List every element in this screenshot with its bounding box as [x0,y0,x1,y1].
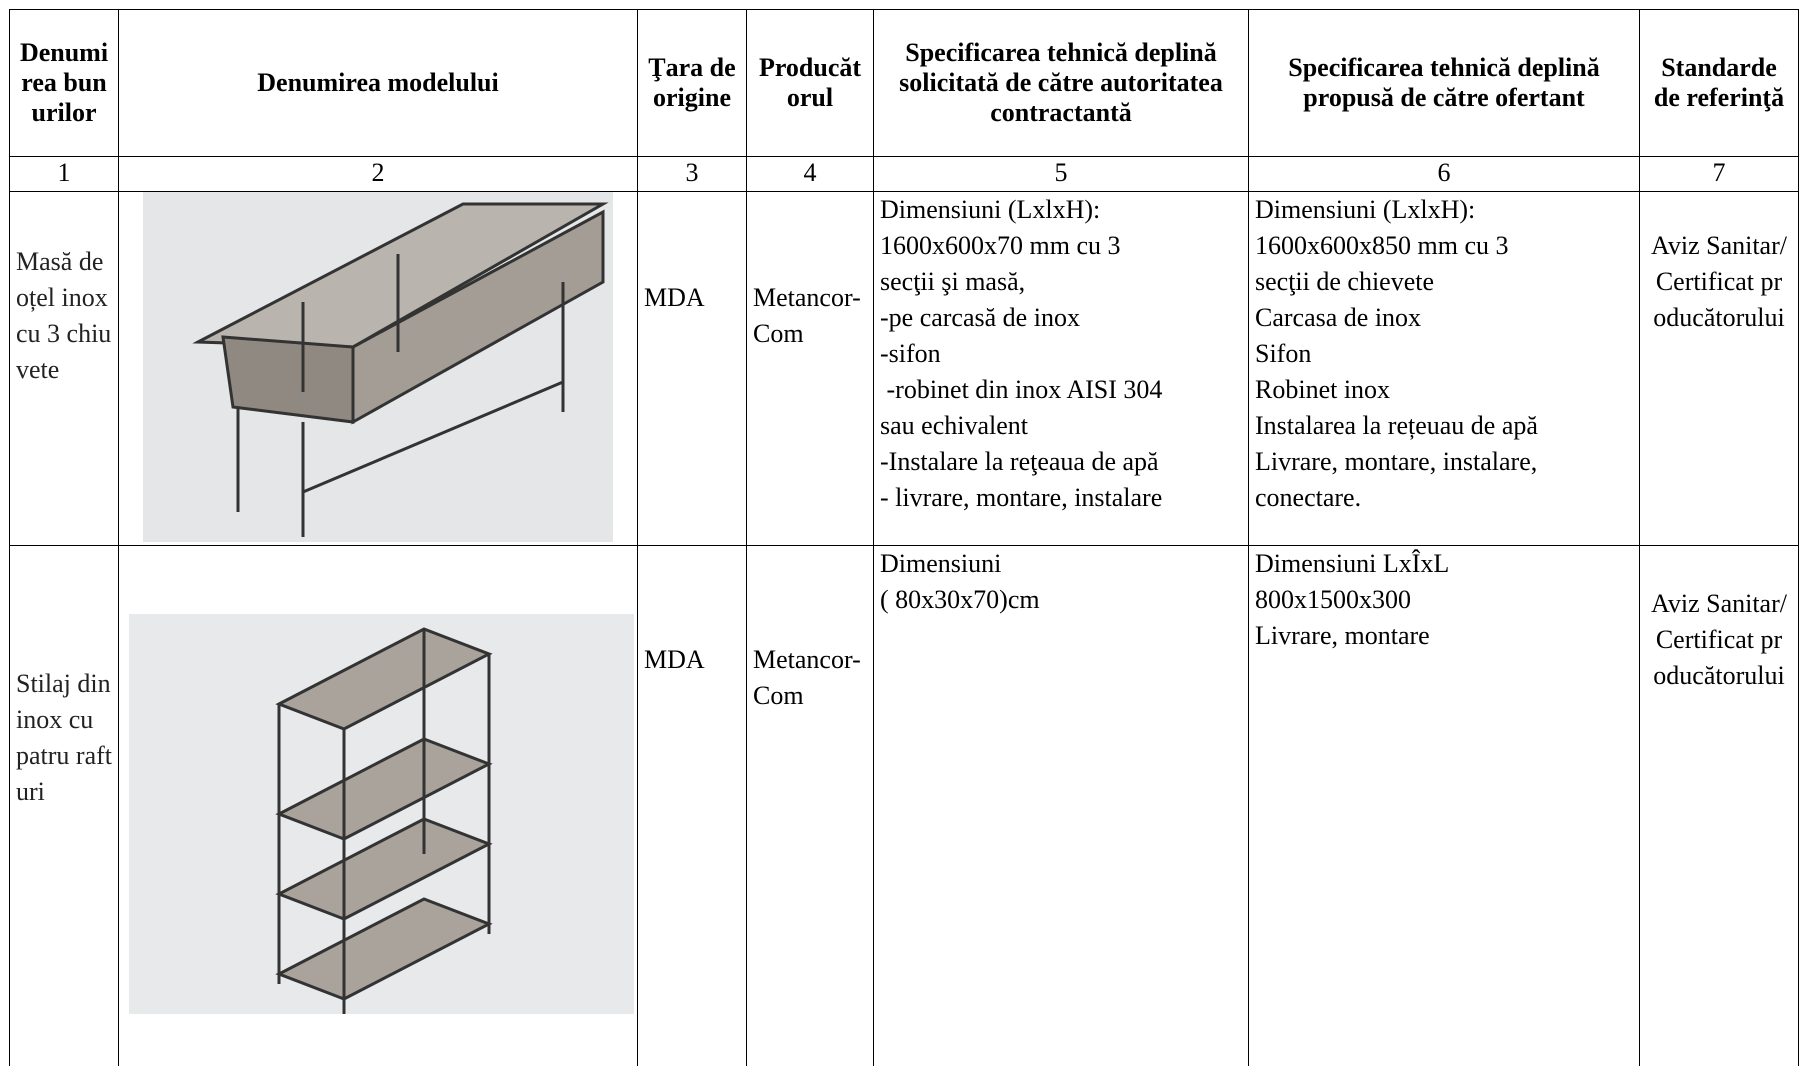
spec-line: secţii şi masă, [880,267,1026,296]
sink-image [143,192,613,542]
row: Masă de oțel inox cu 3 chiuvete MDA Meta… [9,191,1799,546]
spec-line: conectare. [1255,483,1362,512]
header-cell: Producătorul [746,9,874,157]
spec-line: - livrare, montare, instalare [880,483,1163,512]
number-row: 1 2 3 4 5 6 7 [9,156,1799,192]
number-cell: 6 [1248,156,1640,192]
header-cell: Denumirea bunurilor [9,9,119,157]
spec-line: 800x1500x300 [1255,585,1411,614]
number-cell: 3 [637,156,747,192]
spec-line: Robinet inox [1255,375,1391,404]
origin-cell: MDA [637,545,747,1066]
spec-line: ( 80x30x70)cm [880,585,1040,614]
shelf-image [129,614,634,1014]
spec-line: 1600x600x850 mm cu 3 [1255,231,1509,260]
header-cell: Specificarea tehnică deplină solicitată … [873,9,1249,157]
header-cell: Specificarea tehnică deplină propusă de … [1248,9,1640,157]
spec-line: sau echivalent [880,411,1028,440]
spec-line: Dimensiuni [880,549,1002,578]
standard-cell: Aviz Sanitar/ Certificat producătorului [1639,545,1799,1066]
header-row: Denumirea bunurilor Denumirea modelului … [9,9,1799,157]
number-cell: 2 [118,156,638,192]
number-cell: 4 [746,156,874,192]
spec-line: -sifon [880,339,941,368]
number-cell: 7 [1639,156,1799,192]
requested-cell: Dimensiuni (LxlxH): 1600x600x70 mm cu 3 se… [873,191,1249,546]
spec-line: -robinet din inox AISI 304 [880,375,1163,404]
spec-line: Dimensiuni LxÎxL [1255,549,1450,578]
spec-line: -Instalare la reţeaua de apă [880,447,1159,476]
requested-cell: Dimensiuni ( 80x30x70)cm [873,545,1249,1066]
origin-cell: MDA [637,191,747,546]
spec-line: Livrare, montare [1255,621,1430,650]
header-cell: Ţara de origine [637,9,747,157]
spec-line: Instalarea la rețeuau de apă [1255,411,1538,440]
header-cell: Standarde de referinţă [1639,9,1799,157]
spec-line: Sifon [1255,339,1312,368]
spec-line: -pe carcasă de inox [880,303,1080,332]
producer-cell: Metancor-Com [746,545,874,1066]
spec-line: secţii de chievete [1255,267,1435,296]
image-cell [118,545,638,1066]
number-cell: 1 [9,156,119,192]
image-cell [118,191,638,546]
spec-line: Dimensiuni (LxlxH): [1255,195,1476,224]
producer-cell: Metancor-Com [746,191,874,546]
spec-line: 1600x600x70 mm cu 3 [880,231,1121,260]
offered-cell: Dimensiuni LxÎxL 800x1500x300 Livrare, mon… [1248,545,1640,1066]
number-cell: 5 [873,156,1249,192]
name-cell: Masă de oțel inox cu 3 chiuvete [9,191,119,546]
row: Stilaj din inox cu patru rafturi MDA Met… [9,545,1799,1066]
spec-line: Carcasa de inox [1255,303,1422,332]
standard-cell: Aviz Sanitar/ Certificat producătorului [1639,191,1799,546]
name-cell: Stilaj din inox cu patru rafturi [9,545,119,1066]
header-cell: Denumirea modelului [118,9,638,157]
offered-cell: Dimensiuni (LxlxH): 1600x600x850 mm cu 3 s… [1248,191,1640,546]
spec-table: Denumirea bunurilor Denumirea modelului … [9,9,1799,1066]
spec-line: Dimensiuni (LxlxH): [880,195,1101,224]
spec-line: Livrare, montare, instalare, [1255,447,1538,476]
page: Denumirea bunurilor Denumirea modelului … [9,9,1799,1066]
